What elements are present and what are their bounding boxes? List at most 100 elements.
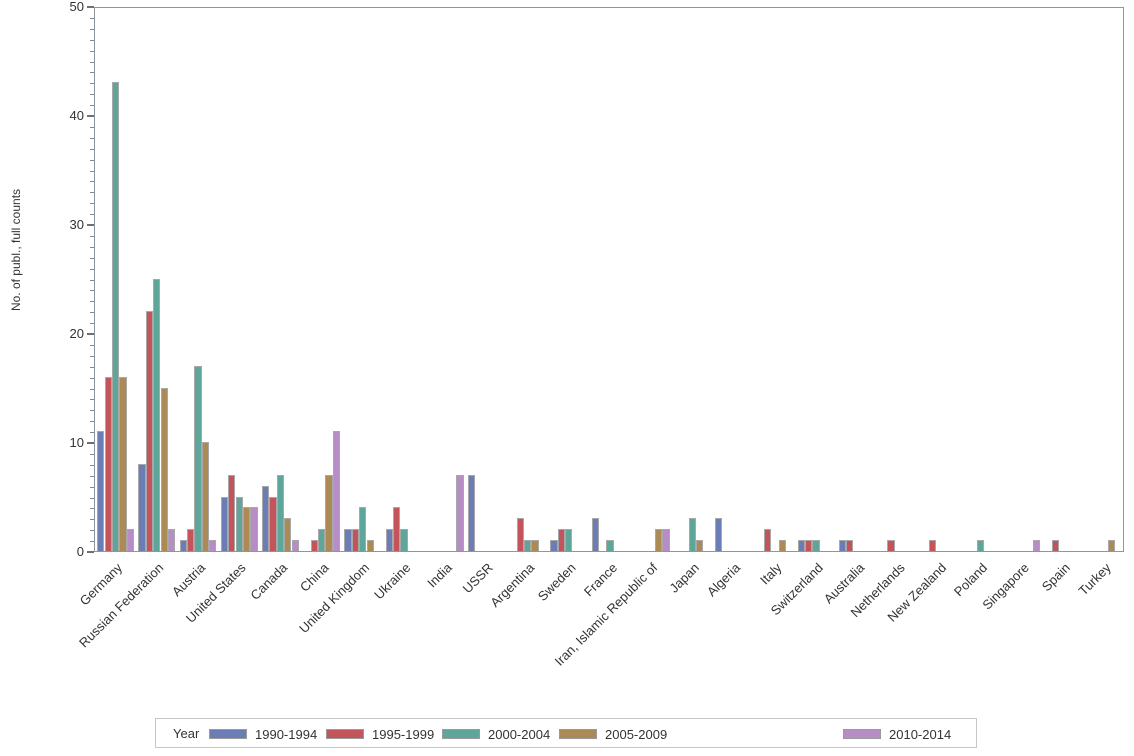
bar-argentina-2000-2004 bbox=[523, 540, 532, 551]
bar-ukraine-1990-1994 bbox=[385, 529, 393, 551]
bar-united-states-2010-2014 bbox=[250, 507, 258, 551]
bar-turkey-2005-2009 bbox=[1108, 540, 1116, 551]
y-minor-tick bbox=[90, 61, 94, 63]
bar-ukraine-2000-2004 bbox=[400, 529, 408, 551]
legend-item-1990-1994: 1990-1994 bbox=[209, 719, 317, 749]
bar-switzerland-1995-1999 bbox=[804, 540, 813, 551]
bar-canada-2010-2014 bbox=[291, 540, 299, 551]
y-minor-tick bbox=[90, 301, 94, 303]
x-category-label: USSR bbox=[459, 560, 497, 597]
y-minor-tick bbox=[90, 94, 94, 96]
y-minor-tick bbox=[90, 290, 94, 292]
bar-poland-2000-2004 bbox=[977, 540, 985, 551]
bar-italy-2005-2009 bbox=[778, 540, 786, 551]
bar-china-2005-2009 bbox=[325, 474, 333, 551]
plot-area bbox=[94, 7, 1124, 552]
bar-ukraine-1995-1999 bbox=[392, 507, 401, 551]
y-minor-tick bbox=[90, 214, 94, 216]
y-tick-label: 10 bbox=[69, 435, 84, 450]
bar-canada-2000-2004 bbox=[276, 474, 285, 551]
y-minor-tick bbox=[90, 268, 94, 270]
legend-swatch-2005-2009 bbox=[559, 729, 597, 739]
y-tick-label: 20 bbox=[69, 326, 84, 341]
y-major-tick bbox=[87, 224, 94, 226]
bar-france-1990-1994 bbox=[591, 518, 599, 551]
legend-swatch-2010-2014 bbox=[843, 729, 881, 739]
bar-russian-federation-2010-2014 bbox=[167, 529, 176, 551]
bar-united-kingdom-1990-1994 bbox=[344, 529, 352, 551]
y-minor-tick bbox=[90, 257, 94, 259]
bar-germany-2000-2004 bbox=[111, 82, 120, 551]
bar-united-kingdom-2000-2004 bbox=[359, 507, 367, 551]
y-minor-tick bbox=[90, 170, 94, 172]
bar-argentina-1995-1999 bbox=[516, 518, 524, 551]
bar-germany-1995-1999 bbox=[104, 376, 112, 551]
y-minor-tick bbox=[90, 148, 94, 150]
bar-new-zealand-1995-1999 bbox=[928, 540, 936, 551]
bar-russian-federation-1995-1999 bbox=[145, 311, 154, 551]
legend-label: 2010-2014 bbox=[889, 726, 952, 742]
y-minor-tick bbox=[90, 497, 94, 499]
x-category-label: Austria bbox=[168, 560, 208, 600]
y-minor-tick bbox=[90, 355, 94, 357]
legend-item-2000-2004: 2000-2004 bbox=[442, 719, 550, 749]
legend-item-2010-2014: 2010-2014 bbox=[843, 719, 951, 749]
bar-austria-2000-2004 bbox=[194, 365, 202, 551]
bar-iran-islamic-republic-of-2005-2009 bbox=[654, 529, 663, 551]
y-minor-tick bbox=[90, 432, 94, 434]
y-minor-tick bbox=[90, 366, 94, 368]
y-minor-tick bbox=[90, 421, 94, 423]
x-category-label: Algeria bbox=[703, 560, 744, 600]
y-minor-tick bbox=[90, 541, 94, 543]
bar-russian-federation-2000-2004 bbox=[153, 278, 161, 551]
bar-austria-1990-1994 bbox=[179, 540, 187, 551]
bar-canada-2005-2009 bbox=[284, 518, 292, 551]
bar-austria-2010-2014 bbox=[209, 540, 217, 551]
x-category-label: Italy bbox=[756, 560, 785, 588]
bar-canada-1990-1994 bbox=[261, 485, 270, 551]
legend-label: 2005-2009 bbox=[605, 726, 668, 742]
y-tick-label: 0 bbox=[76, 544, 84, 559]
y-major-tick bbox=[87, 442, 94, 444]
y-minor-tick bbox=[90, 28, 94, 30]
x-category-label: Turkey bbox=[1075, 560, 1115, 599]
bar-china-1995-1999 bbox=[310, 540, 318, 551]
bar-united-kingdom-2005-2009 bbox=[366, 540, 374, 551]
y-minor-tick bbox=[90, 388, 94, 390]
x-category-label: India bbox=[424, 560, 455, 591]
y-major-tick bbox=[87, 115, 94, 117]
bar-argentina-2005-2009 bbox=[531, 540, 539, 551]
bar-china-2000-2004 bbox=[317, 529, 326, 551]
y-minor-tick bbox=[90, 530, 94, 532]
y-major-tick bbox=[87, 551, 94, 553]
y-minor-tick bbox=[90, 17, 94, 19]
bar-united-kingdom-1995-1999 bbox=[351, 529, 360, 551]
y-minor-tick bbox=[90, 192, 94, 194]
y-minor-tick bbox=[90, 312, 94, 314]
bar-united-states-1990-1994 bbox=[220, 496, 229, 551]
bar-spain-1995-1999 bbox=[1052, 540, 1060, 551]
y-tick-label: 40 bbox=[69, 108, 84, 123]
bar-india-2010-2014 bbox=[456, 474, 464, 551]
x-category-label: Canada bbox=[247, 560, 291, 603]
y-minor-tick bbox=[90, 279, 94, 281]
bar-canada-1995-1999 bbox=[269, 496, 277, 551]
bar-united-states-1995-1999 bbox=[228, 474, 236, 551]
x-category-label: Ukraine bbox=[371, 560, 414, 603]
bar-france-2000-2004 bbox=[606, 540, 614, 551]
legend-item-2005-2009: 2005-2009 bbox=[559, 719, 667, 749]
legend-label: 1990-1994 bbox=[255, 726, 318, 742]
bar-australia-1995-1999 bbox=[846, 540, 854, 551]
y-tick-label: 50 bbox=[69, 0, 84, 14]
bar-singapore-2010-2014 bbox=[1033, 540, 1041, 551]
x-category-label: Sweden bbox=[534, 560, 579, 604]
bar-sweden-2000-2004 bbox=[565, 529, 573, 551]
x-category-label: China bbox=[296, 560, 332, 595]
bar-sweden-1995-1999 bbox=[557, 529, 566, 551]
y-minor-tick bbox=[90, 519, 94, 521]
bar-austria-2005-2009 bbox=[201, 442, 210, 551]
bar-japan-2000-2004 bbox=[688, 518, 697, 551]
bar-australia-1990-1994 bbox=[838, 540, 847, 551]
bar-switzerland-2000-2004 bbox=[812, 540, 820, 551]
